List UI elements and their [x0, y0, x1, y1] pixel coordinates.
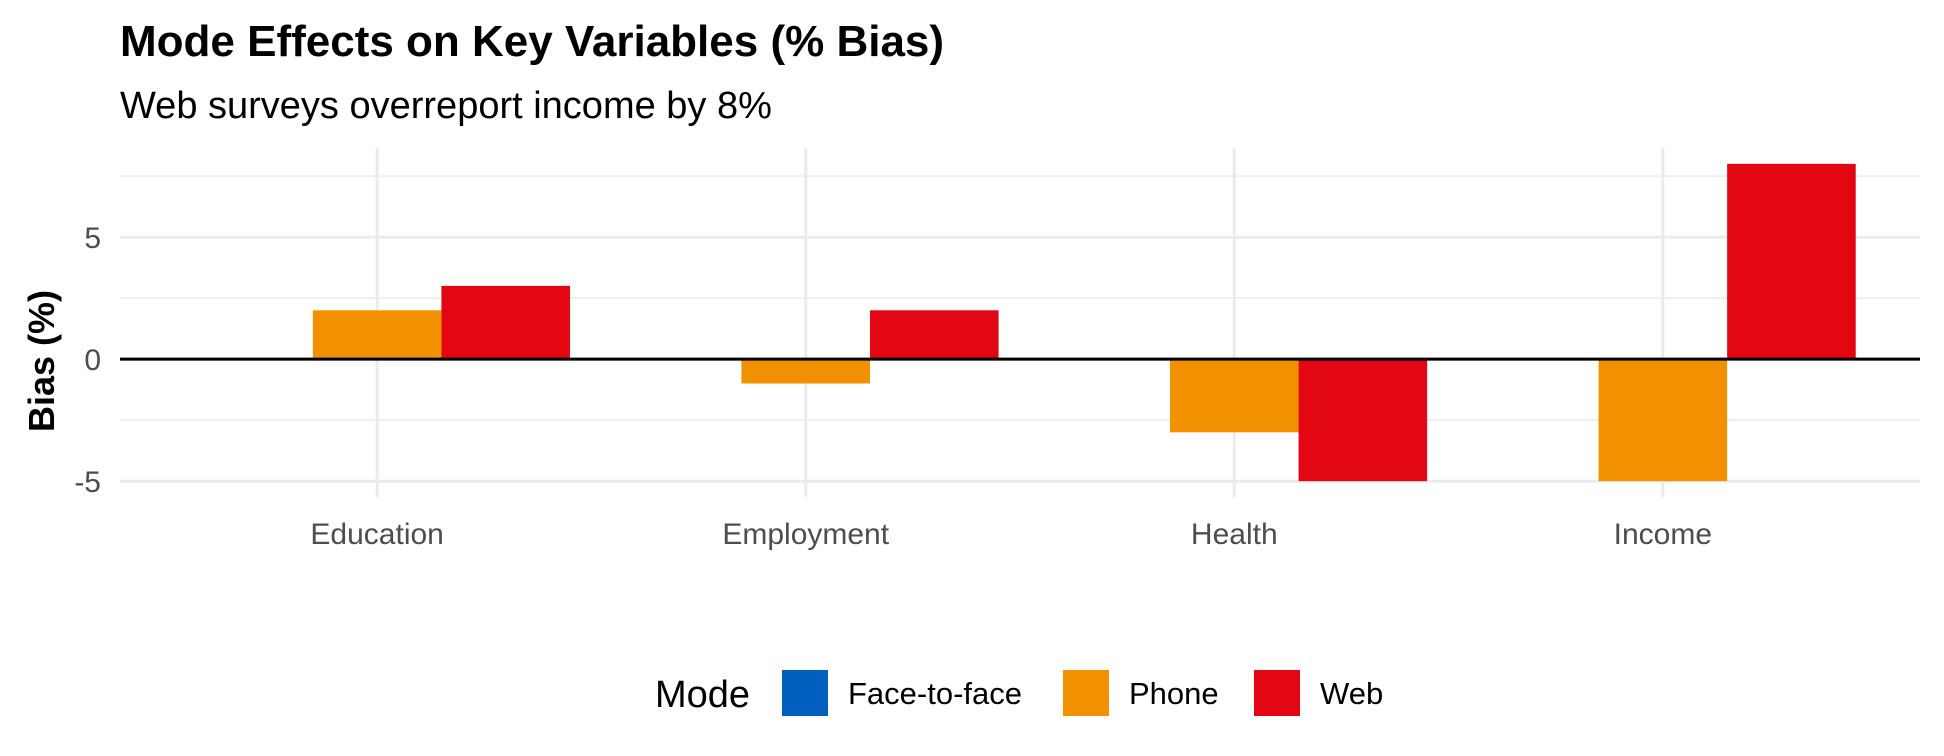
- legend-item-web: Web: [1254, 670, 1383, 716]
- legend-items: Face-to-face Phone Web: [782, 670, 1383, 716]
- legend-label: Face-to-face: [848, 676, 1022, 711]
- legend-item-phone: Phone: [1063, 670, 1219, 716]
- legend-key: [782, 670, 828, 716]
- y-tick-label: 5: [84, 222, 101, 255]
- y-axis-title: Bias (%): [21, 290, 62, 432]
- chart-title: Mode Effects on Key Variables (% Bias): [120, 17, 944, 66]
- x-tick-label: Education: [310, 518, 443, 551]
- bar-web-employment: [870, 310, 999, 360]
- x-tick-label: Employment: [722, 518, 889, 551]
- legend-label: Web: [1320, 676, 1383, 711]
- y-axis-ticks: -5 0 5: [74, 222, 101, 499]
- bar-web-health: [1298, 359, 1428, 482]
- x-axis-ticks: Education Employment Health Income: [310, 518, 1712, 551]
- legend-key: [1254, 670, 1300, 716]
- bar-web-income: [1727, 163, 1856, 360]
- legend-label: Phone: [1129, 676, 1219, 711]
- bars: [312, 163, 1856, 482]
- legend-item-face-to-face: Face-to-face: [782, 670, 1022, 716]
- x-tick-label: Health: [1191, 518, 1278, 551]
- y-tick-label: -5: [74, 466, 101, 499]
- x-tick-label: Income: [1614, 518, 1712, 551]
- bar-phone-education: [312, 310, 442, 360]
- chart-subtitle: Web surveys overreport income by 8%: [120, 85, 772, 127]
- bar-web-education: [441, 285, 570, 360]
- legend-title: Mode: [655, 674, 750, 716]
- legend: Mode Face-to-face Phone Web: [655, 670, 1383, 716]
- bar-phone-employment: [741, 359, 870, 384]
- bar-phone-health: [1170, 359, 1299, 433]
- y-tick-label: 0: [84, 344, 101, 377]
- legend-key: [1063, 670, 1109, 716]
- bar-phone-income: [1598, 359, 1728, 482]
